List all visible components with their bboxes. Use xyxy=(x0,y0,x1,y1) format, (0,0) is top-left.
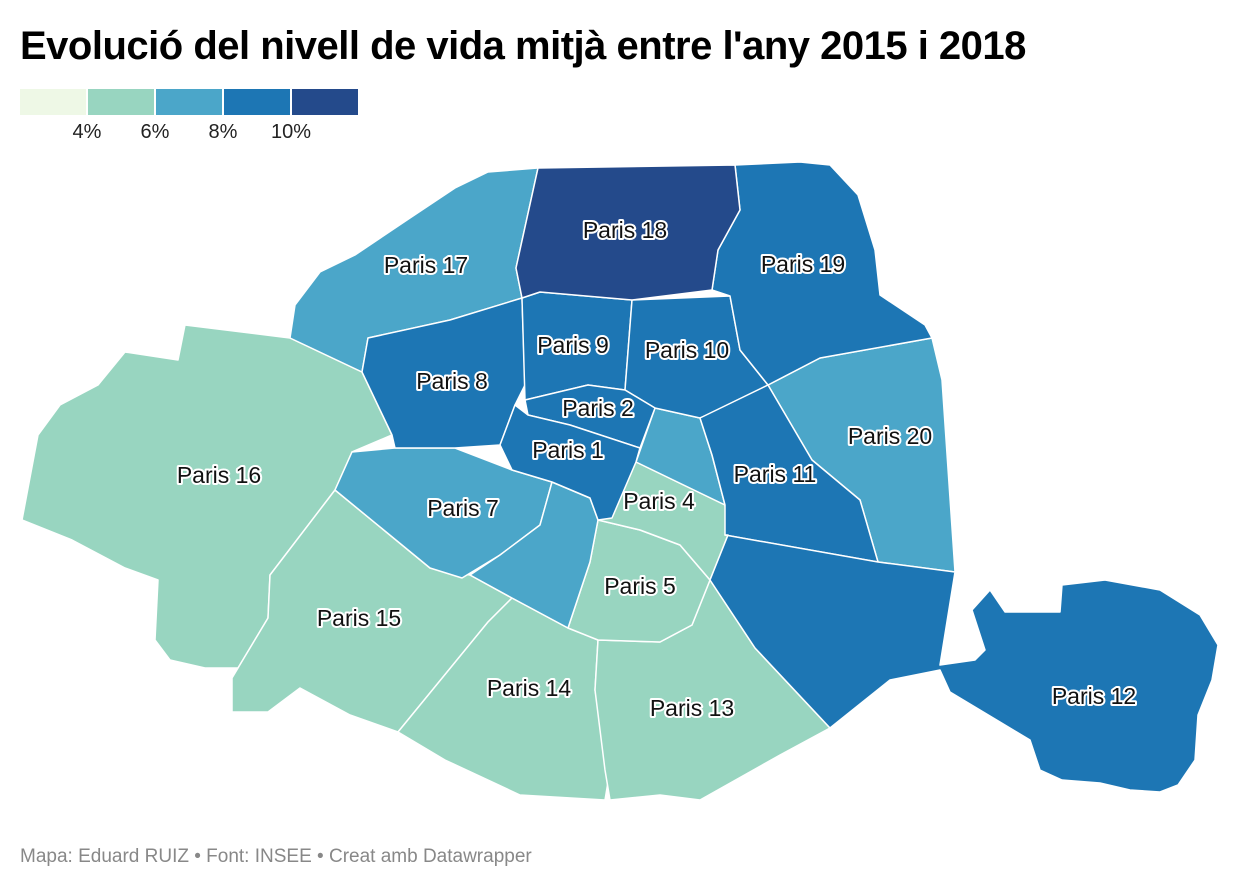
district-label: Paris 20 xyxy=(848,423,932,449)
district-label: Paris 2 xyxy=(562,395,634,421)
district-p5[interactable]: Paris 5 xyxy=(567,519,711,643)
source-footer: Mapa: Eduard RUIZ • Font: INSEE • Creat … xyxy=(20,846,532,867)
district-label: Paris 8 xyxy=(416,368,488,394)
legend-swatch-2 xyxy=(88,89,154,115)
color-legend: 4% 6% 8% 10% xyxy=(20,89,360,149)
district-label: Paris 10 xyxy=(645,337,729,363)
legend-swatch-5 xyxy=(292,89,358,115)
district-p16[interactable]: Paris 16 xyxy=(21,324,393,669)
district-label: Paris 12 xyxy=(1052,683,1136,709)
district-p12[interactable]: Paris 12 xyxy=(709,534,1219,793)
district-label: Paris 13 xyxy=(650,695,734,721)
map-title: Evolució del nivell de vida mitjà entre … xyxy=(20,24,1026,68)
district-p1[interactable]: Paris 1 xyxy=(499,404,641,521)
district-label: Paris 16 xyxy=(177,462,261,488)
district-p9[interactable]: Paris 9 xyxy=(521,291,633,401)
legend-tick-3: 8% xyxy=(208,121,238,143)
district-label: Paris 5 xyxy=(604,573,676,599)
district-p18[interactable]: Paris 18 xyxy=(515,164,741,301)
district-label: Paris 18 xyxy=(583,217,667,243)
legend-swatch-1 xyxy=(20,89,86,115)
district-label: Paris 7 xyxy=(427,495,499,521)
legend-tick-1: 4% xyxy=(72,121,102,143)
district-p8[interactable]: Paris 8 xyxy=(361,297,526,449)
legend-swatch-3 xyxy=(156,89,222,115)
legend-tick-4: 10% xyxy=(270,121,312,143)
legend-swatch-4 xyxy=(224,89,290,115)
district-label: Paris 14 xyxy=(487,675,572,701)
district-label: Paris 1 xyxy=(532,437,604,463)
district-label: Paris 17 xyxy=(384,252,468,278)
district-p14[interactable]: Paris 14 xyxy=(397,597,611,801)
district-label: Paris 19 xyxy=(761,251,845,277)
district-label: Paris 15 xyxy=(317,605,401,631)
legend-tick-2: 6% xyxy=(140,121,170,143)
district-label: Paris 4 xyxy=(623,488,695,514)
district-p10[interactable]: Paris 10 xyxy=(624,295,769,419)
district-p17[interactable]: Paris 17 xyxy=(289,167,539,373)
district-p15[interactable]: Paris 15 xyxy=(231,489,513,733)
district-label: Paris 9 xyxy=(537,332,609,358)
district-label: Paris 11 xyxy=(734,461,817,487)
district-p11[interactable]: Paris 11 xyxy=(699,384,879,563)
